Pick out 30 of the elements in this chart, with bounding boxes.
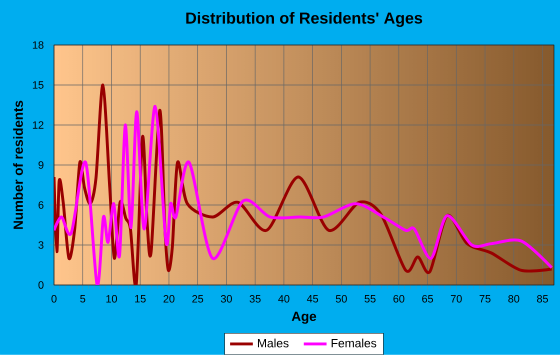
legend-label: Males (258, 338, 289, 348)
y-tick-label: 3 (38, 241, 44, 249)
x-axis-title: Age (292, 312, 316, 324)
x-tick-label: 55 (364, 295, 376, 303)
x-tick-label: 30 (220, 295, 232, 303)
y-tick-label: 9 (38, 161, 44, 169)
x-tick-label: 80 (508, 295, 520, 303)
y-tick-label: 0 (38, 281, 44, 289)
x-tick-label: 40 (278, 295, 290, 303)
x-tick-label: 35 (250, 295, 261, 303)
x-tick-label: 10 (106, 295, 117, 303)
x-tick-label: 85 (537, 295, 548, 303)
x-tick-label: 50 (336, 295, 347, 303)
x-tick-label: 45 (306, 295, 318, 303)
y-axis-title: Number of residents (13, 100, 23, 229)
y-tick-label: 18 (32, 41, 44, 49)
chart-title: Distribution of Residents' Ages (186, 12, 422, 27)
x-tick-label: 0 (51, 295, 57, 303)
y-tick-label: 6 (38, 201, 44, 209)
x-tick-label: 5 (80, 295, 86, 303)
x-tick-label: 70 (450, 295, 462, 303)
y-tick-label: 12 (32, 121, 44, 129)
x-tick-label: 65 (422, 295, 434, 303)
x-tick-label: 25 (192, 295, 204, 303)
x-tick-label: 20 (164, 295, 174, 303)
x-tick-label: 75 (480, 295, 491, 303)
legend-label: Females (332, 338, 376, 348)
x-tick-label: 60 (393, 295, 404, 303)
x-tick-label: 15 (135, 295, 146, 303)
y-tick-label: 15 (32, 81, 44, 89)
